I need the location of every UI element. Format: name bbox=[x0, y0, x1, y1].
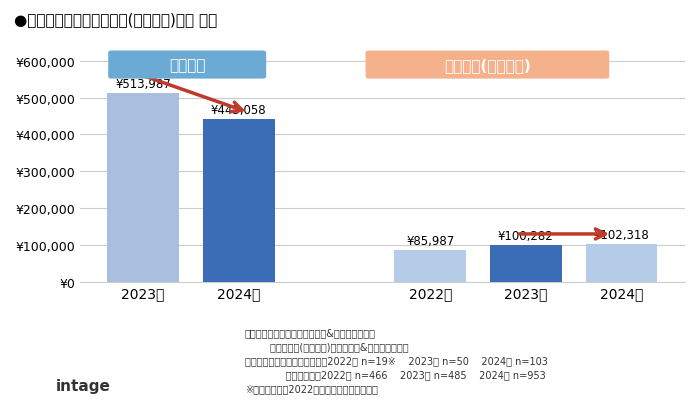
Bar bbox=[394, 251, 466, 282]
Bar bbox=[203, 119, 274, 282]
Text: 海外旅行: 海外旅行 bbox=[169, 58, 206, 73]
Text: ベース：＜海外旅行＞予定あり&金額有効回答者
        ＜国内旅行(宿泊あり)＞予定あり&金額有効回答者
サンプルサイズ：＜海外旅行＞2022年 n=19: ベース：＜海外旅行＞予定あり&金額有効回答者 ＜国内旅行(宿泊あり)＞予定あり&… bbox=[245, 327, 548, 393]
Bar bbox=[490, 245, 562, 282]
Text: ●海外旅行予算／国内旅行(宿泊あり)予算 平均: ●海外旅行予算／国内旅行(宿泊あり)予算 平均 bbox=[14, 12, 217, 27]
Text: ¥513,987: ¥513,987 bbox=[116, 77, 171, 90]
Text: ¥443,058: ¥443,058 bbox=[211, 103, 267, 116]
Text: ¥102,318: ¥102,318 bbox=[594, 229, 650, 242]
Bar bbox=[107, 93, 179, 282]
Bar bbox=[586, 245, 657, 282]
Text: 国内旅行(宿泊あり): 国内旅行(宿泊あり) bbox=[444, 58, 531, 73]
Text: intage: intage bbox=[56, 378, 111, 393]
Text: ¥100,282: ¥100,282 bbox=[498, 229, 554, 242]
Text: ¥85,987: ¥85,987 bbox=[406, 234, 454, 247]
